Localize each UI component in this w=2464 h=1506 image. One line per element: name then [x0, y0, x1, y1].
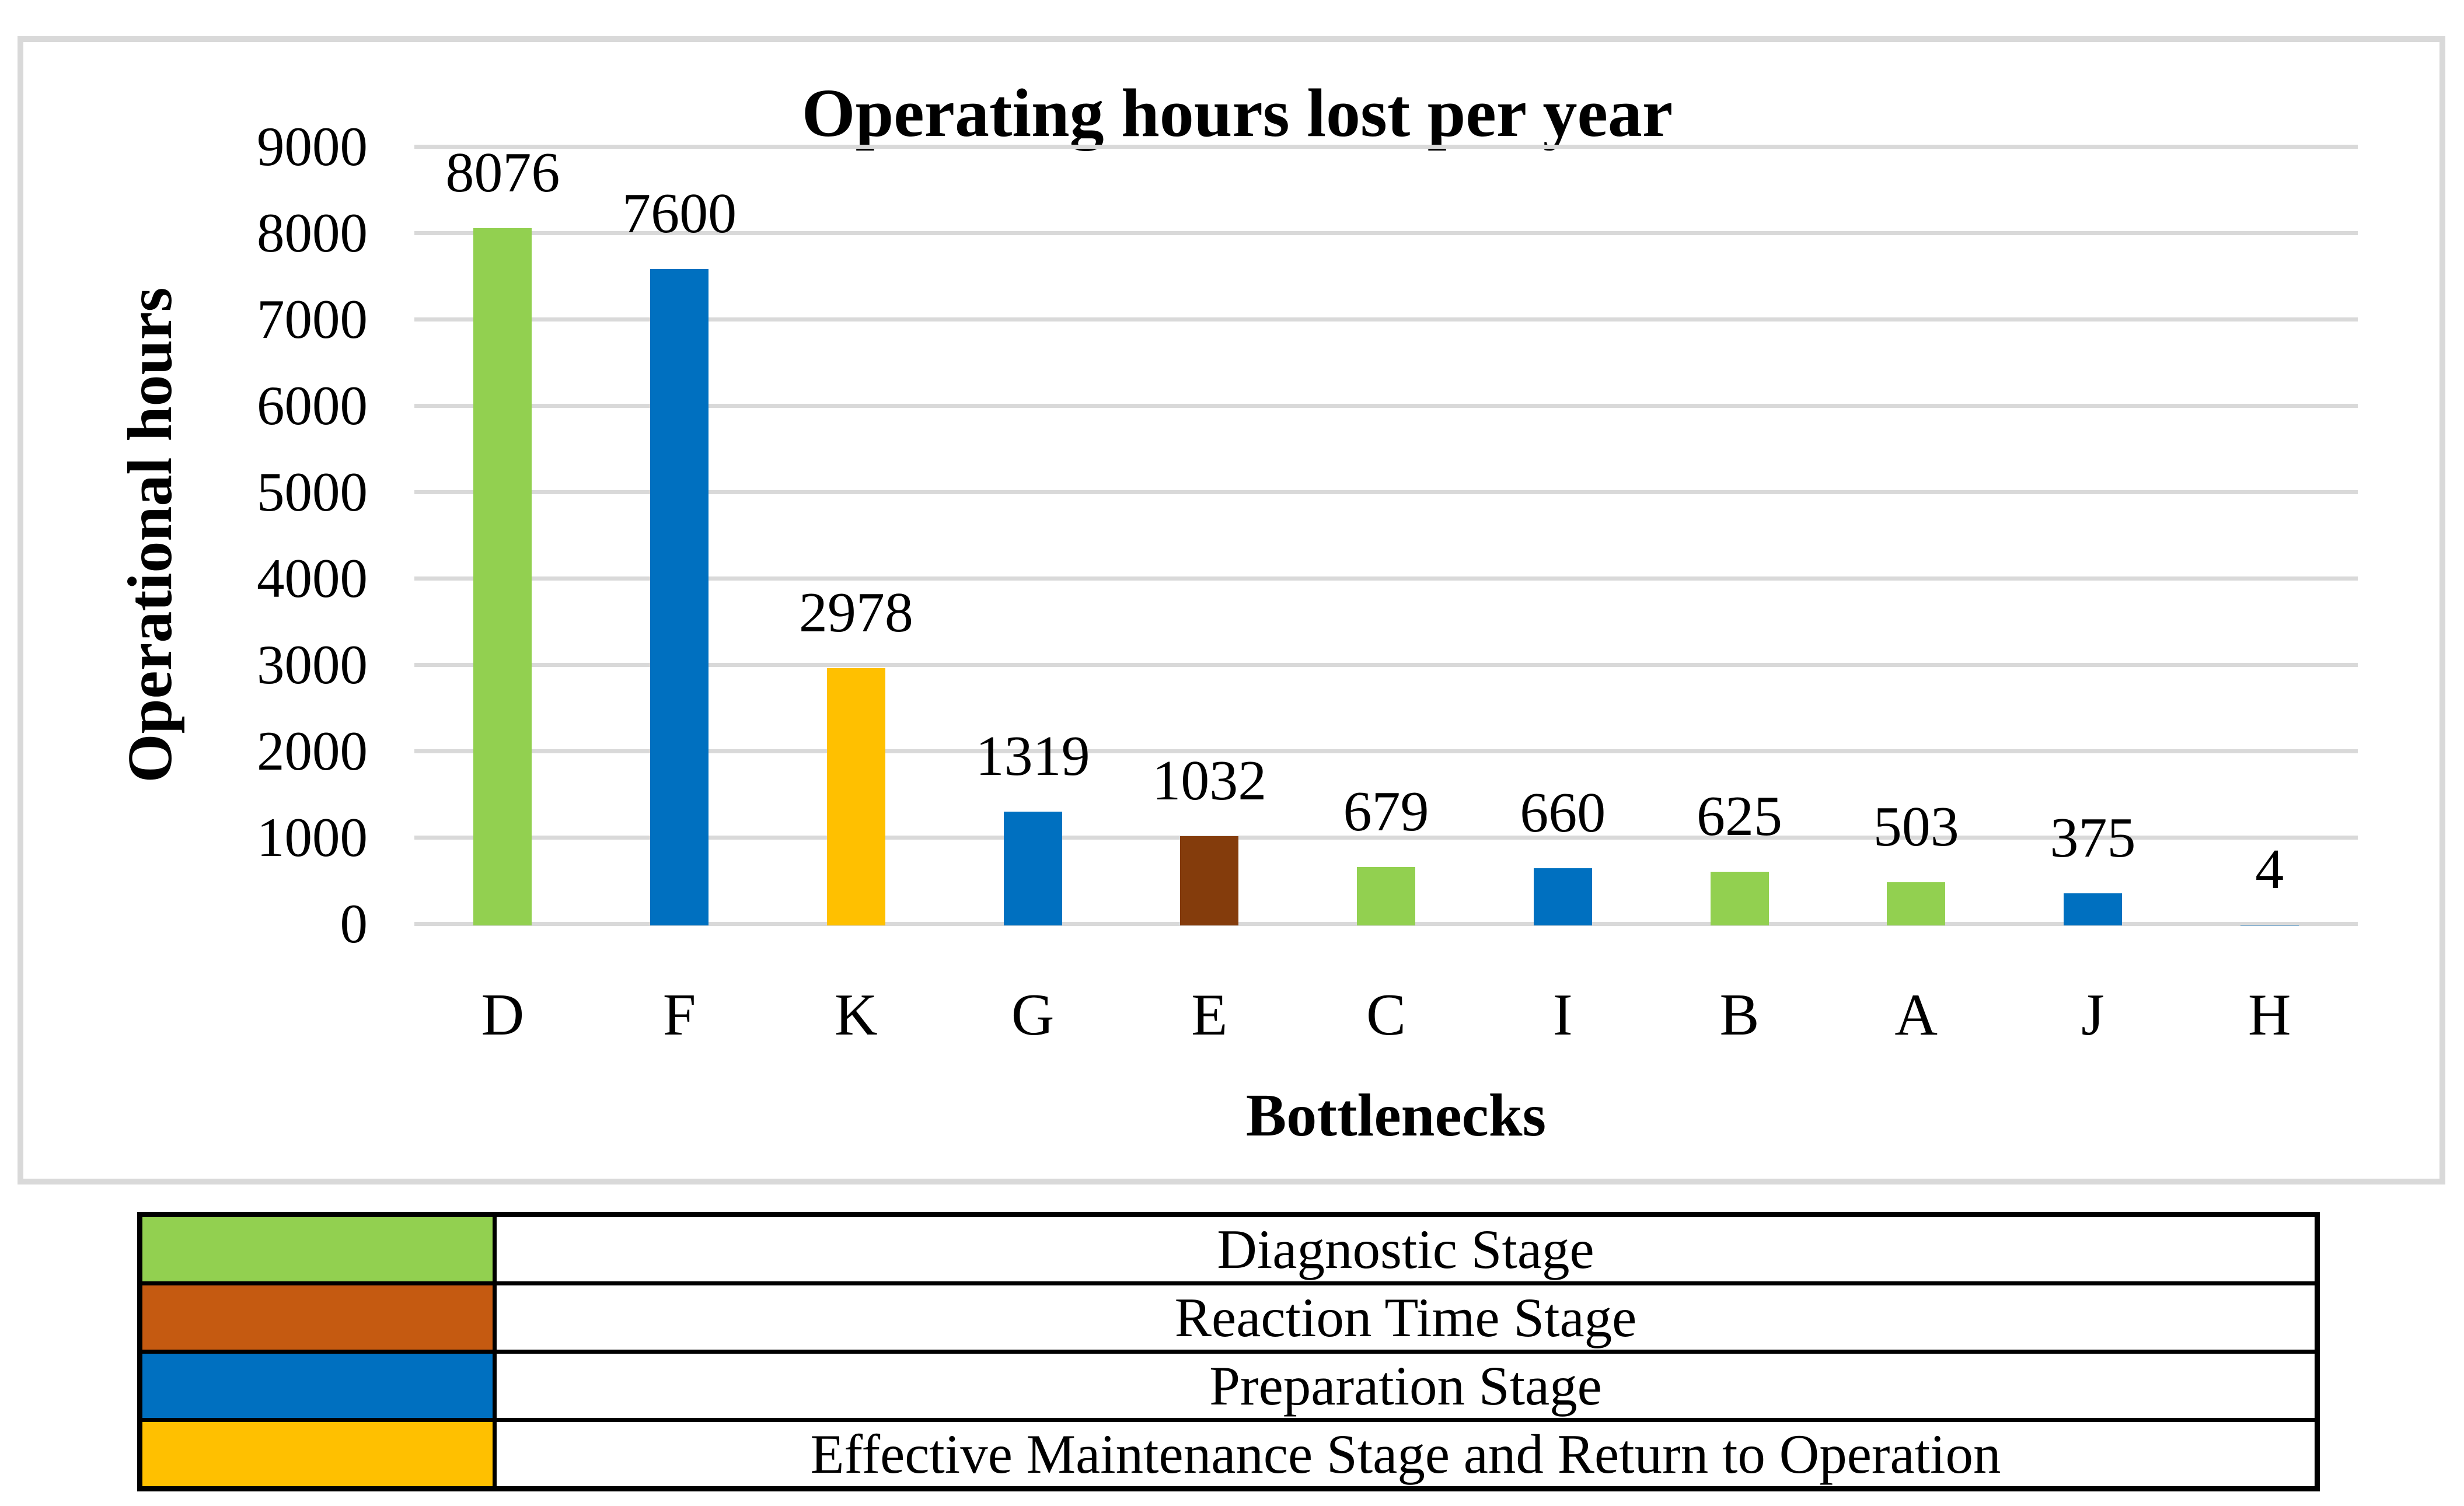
bar-value-label-K: 2978: [798, 581, 913, 645]
bar-slot-G: 1319: [944, 725, 1121, 925]
bar-slot-F: 7600: [591, 183, 768, 925]
x-category-label-G: G: [1011, 982, 1055, 1048]
bar-value-label-A: 503: [1873, 795, 1959, 858]
x-category-label-F: F: [662, 982, 696, 1048]
gridline-4000: [414, 576, 2358, 581]
legend-label-2: Preparation Stage: [1209, 1355, 1602, 1417]
bar-value-label-F: 7600: [622, 182, 737, 246]
legend-swatch-3: [142, 1422, 497, 1486]
x-category-label-K: K: [835, 982, 878, 1048]
bar-value-label-B: 625: [1697, 784, 1782, 848]
gridline-7000: [414, 317, 2358, 322]
gridline-9000: [414, 145, 2358, 149]
bar-K: [826, 668, 885, 925]
bar-slot-C: 679: [1298, 781, 1475, 925]
gridline-2000: [414, 749, 2358, 753]
bar-D: [473, 228, 532, 925]
x-category-label-I: I: [1552, 982, 1573, 1048]
legend-row-0: Diagnostic Stage: [142, 1217, 2315, 1281]
gridline-1000: [414, 836, 2358, 840]
bar-B: [1710, 871, 1769, 925]
legend-label-3: Effective Maintenance Stage and Return t…: [810, 1423, 2001, 1485]
y-tick-label-1000: 1000: [257, 806, 368, 868]
legend-swatch-0: [142, 1217, 497, 1281]
x-axis-title: Bottlenecks: [1245, 1082, 1547, 1149]
x-category-label-J: J: [2081, 982, 2104, 1048]
bar-A: [1887, 882, 1946, 925]
x-category-label-D: D: [481, 982, 525, 1048]
bar-F: [650, 269, 709, 925]
bar-slot-I: 660: [1474, 782, 1651, 925]
bar-value-label-E: 1032: [1152, 749, 1267, 813]
bar-slot-D: 8076: [414, 142, 591, 925]
x-category-label-C: C: [1366, 982, 1406, 1048]
bar-slot-K: 2978: [767, 582, 944, 925]
bar-slot-A: 503: [1828, 796, 2005, 925]
legend-swatch-1: [142, 1285, 497, 1350]
x-category-label-A: A: [1894, 982, 1938, 1048]
chart-title: Operating hours lost per year: [801, 75, 1673, 151]
y-tick-label-5000: 5000: [257, 461, 368, 523]
bar-slot-H: 4: [2181, 838, 2358, 925]
gridline-6000: [414, 404, 2358, 408]
bar-slot-B: 625: [1651, 784, 1828, 925]
x-category-label-H: H: [2247, 982, 2291, 1048]
legend-label-0: Diagnostic Stage: [1217, 1218, 1594, 1280]
bar-J: [2063, 893, 2122, 925]
bar-E: [1180, 836, 1239, 925]
y-tick-label-6000: 6000: [257, 375, 368, 436]
gridline-5000: [414, 490, 2358, 494]
bar-slot-J: 375: [2005, 806, 2182, 925]
y-tick-label-8000: 8000: [257, 202, 368, 264]
bar-value-label-I: 660: [1520, 781, 1606, 845]
gridline-3000: [414, 663, 2358, 667]
legend-row-2: Preparation Stage: [142, 1350, 2315, 1418]
chart-figure: Operating hours lost per year Operationa…: [18, 36, 2445, 1184]
bar-value-label-C: 679: [1343, 780, 1429, 843]
y-tick-label-9000: 9000: [257, 116, 368, 177]
y-tick-label-0: 0: [340, 893, 368, 955]
y-tick-label-4000: 4000: [257, 547, 368, 609]
x-category-label-B: B: [1719, 982, 1760, 1048]
y-tick-label-3000: 3000: [257, 634, 368, 696]
y-tick-label-7000: 7000: [257, 288, 368, 350]
legend-table: Diagnostic Stage Reaction Time Stage Prepa…: [137, 1212, 2320, 1491]
legend-label-1: Reaction Time Stage: [1174, 1287, 1637, 1348]
legend-swatch-2: [142, 1354, 497, 1418]
bars-row: 8076 7600 2978 1319 1032 679 660 625 503 375 4: [414, 0, 2358, 925]
bar-value-label-G: 1319: [975, 724, 1090, 788]
y-axis-title: Operational hours: [116, 287, 185, 783]
bar-value-label-J: 375: [2050, 806, 2136, 869]
x-category-label-E: E: [1191, 982, 1228, 1048]
bar-value-label-H: 4: [2255, 838, 2284, 901]
bar-I: [1533, 868, 1592, 925]
bar-slot-E: 1032: [1121, 750, 1298, 925]
plot-area: 8076 7600 2978 1319 1032 679 660 625 503 375 4: [414, 142, 2358, 926]
bar-G: [1003, 811, 1062, 925]
bar-C: [1357, 866, 1416, 925]
bar-value-label-D: 8076: [445, 141, 560, 204]
legend-row-1: Reaction Time Stage: [142, 1281, 2315, 1350]
y-tick-label-2000: 2000: [257, 720, 368, 782]
legend-row-3: Effective Maintenance Stage and Return t…: [142, 1418, 2315, 1486]
gridline-8000: [414, 231, 2358, 235]
